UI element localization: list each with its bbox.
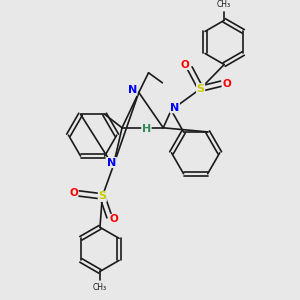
Text: O: O	[69, 188, 78, 198]
Text: S: S	[196, 84, 205, 94]
Text: CH₃: CH₃	[93, 283, 107, 292]
Text: O: O	[222, 79, 231, 89]
Text: H: H	[142, 124, 151, 134]
Text: CH₃: CH₃	[217, 0, 231, 9]
Text: S: S	[98, 191, 106, 201]
Text: N: N	[107, 158, 116, 167]
Text: N: N	[128, 85, 137, 95]
Text: O: O	[110, 214, 118, 224]
Text: O: O	[181, 59, 190, 70]
Text: N: N	[170, 103, 179, 113]
